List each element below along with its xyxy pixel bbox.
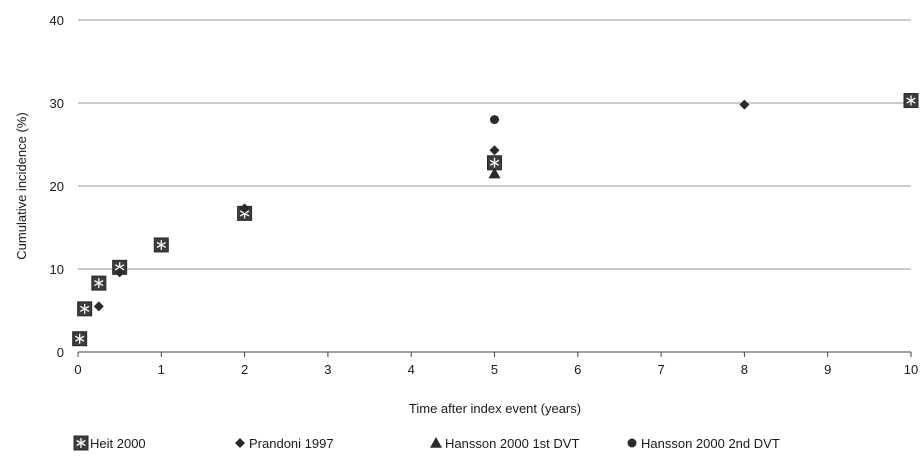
data-point-diamond xyxy=(114,267,125,278)
legend-item: Hansson 2000 1st DVT xyxy=(430,436,579,451)
legend-item: Prandoni 1997 xyxy=(235,436,334,451)
legend-label: Hansson 2000 2nd DVT xyxy=(641,436,780,451)
legend: Heit 2000 Prandoni 1997 Hansson 2000 1st D… xyxy=(73,435,780,451)
legend-item: Hansson 2000 2nd DVT xyxy=(627,436,780,451)
y-axis-ticks: 0 10 20 30 40 xyxy=(50,13,64,360)
data-point-diamond xyxy=(739,99,750,110)
x-tick-label: 9 xyxy=(824,362,831,377)
data-point-diamond xyxy=(489,145,500,156)
legend-marker-diamond xyxy=(235,438,245,448)
data-point-square-asterisk xyxy=(153,237,169,253)
x-tick-label: 7 xyxy=(657,362,664,377)
legend-marker-circle xyxy=(627,438,637,448)
legend-marker-square-asterisk xyxy=(73,435,89,451)
y-axis-title: Cumulative incidence (%) xyxy=(14,112,29,259)
gridlines xyxy=(78,19,911,270)
x-tick-label: 4 xyxy=(408,362,415,377)
x-axis-title: Time after index event (years) xyxy=(409,401,581,416)
y-tick-label: 20 xyxy=(50,179,64,194)
x-tick-label: 0 xyxy=(74,362,81,377)
data-point-square-asterisk xyxy=(91,275,107,291)
x-tick-label: 2 xyxy=(241,362,248,377)
y-tick-label: 40 xyxy=(50,13,64,28)
y-tick-label: 0 xyxy=(57,345,64,360)
data-point-square-asterisk xyxy=(77,301,93,317)
data-point-square-asterisk xyxy=(487,155,502,171)
legend-marker-triangle xyxy=(430,437,442,448)
data-points xyxy=(72,93,919,347)
data-point-diamond xyxy=(239,203,250,214)
data-point-square-asterisk xyxy=(72,331,88,347)
x-axis-ticks: 0 1 2 3 4 5 6 7 8 9 10 xyxy=(74,352,918,377)
legend-label: Hansson 2000 1st DVT xyxy=(445,436,579,451)
x-tick-label: 10 xyxy=(904,362,918,377)
legend-label: Prandoni 1997 xyxy=(249,436,334,451)
legend-item: Heit 2000 xyxy=(73,435,146,451)
y-tick-label: 10 xyxy=(50,262,64,277)
x-tick-label: 3 xyxy=(324,362,331,377)
data-point-triangle xyxy=(488,167,501,179)
x-tick-label: 8 xyxy=(741,362,748,377)
data-point-square-asterisk xyxy=(903,93,919,109)
x-tick-label: 5 xyxy=(491,362,498,377)
y-tick-label: 30 xyxy=(50,96,64,111)
data-point-circle xyxy=(490,115,499,125)
data-point-diamond xyxy=(93,301,104,312)
x-tick-label: 6 xyxy=(574,362,581,377)
x-tick-label: 1 xyxy=(158,362,165,377)
legend-label: Heit 2000 xyxy=(90,436,146,451)
